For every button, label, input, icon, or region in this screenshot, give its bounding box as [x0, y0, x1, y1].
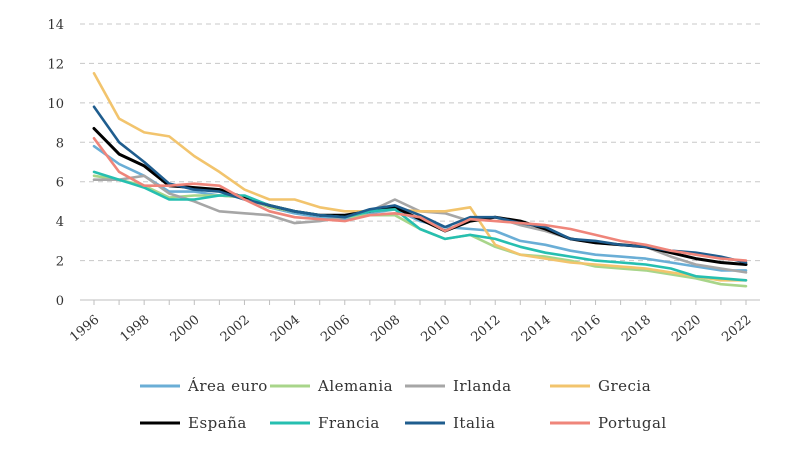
x-tick-label: 2010	[418, 312, 453, 345]
legend-label: España	[188, 414, 247, 432]
x-tick-label: 2016	[569, 312, 604, 345]
y-tick-label: 2	[56, 255, 64, 270]
y-tick-label: 10	[47, 97, 64, 112]
y-tick-label: 6	[56, 176, 64, 191]
legend-label: Área euro	[187, 377, 268, 395]
legend-label: Irlanda	[453, 377, 512, 395]
series-lines	[92, 72, 748, 288]
y-tick-label: 4	[56, 215, 64, 230]
series-line-7	[92, 105, 748, 264]
x-tick-label: 2008	[368, 312, 403, 345]
x-tick-label: 2004	[268, 312, 303, 345]
x-tick-label: 2020	[669, 312, 704, 345]
x-tick-label: 1996	[67, 312, 102, 345]
x-tick-label: 2012	[469, 312, 504, 345]
legend-label: Alemania	[317, 377, 393, 395]
y-axis-ticks: 0 2 4 6 8 10 12 14	[47, 18, 64, 309]
y-tick-label: 0	[56, 294, 64, 309]
x-tick-label: 2002	[218, 312, 253, 345]
x-tick-label: 2022	[719, 312, 754, 345]
y-tick-label: 12	[47, 57, 64, 72]
legend-label: Italia	[453, 414, 495, 432]
x-tick-label: 2014	[519, 312, 554, 345]
series-line-6	[92, 170, 748, 282]
axes	[80, 299, 760, 305]
legend-label: Portugal	[598, 414, 667, 432]
x-tick-label: 2000	[168, 312, 203, 345]
legend-label: Francia	[318, 414, 380, 432]
x-tick-label: 1998	[118, 312, 153, 345]
x-axis-ticks: 1996 1998 2000 2002 2004 2006 2008 2010 2012 2014…	[67, 312, 754, 345]
series-line-8	[92, 137, 748, 262]
x-tick-label: 2018	[619, 312, 654, 345]
y-tick-label: 14	[47, 18, 64, 33]
y-tick-label: 8	[56, 136, 64, 151]
legend-label: Grecia	[598, 377, 651, 395]
series-line-1	[92, 144, 748, 272]
x-tick-label: 2006	[318, 312, 353, 345]
gridlines	[80, 23, 760, 262]
series-line-4	[92, 72, 748, 282]
legend: Área euro Alemania Irlanda Grecia España Fran…	[140, 377, 667, 432]
